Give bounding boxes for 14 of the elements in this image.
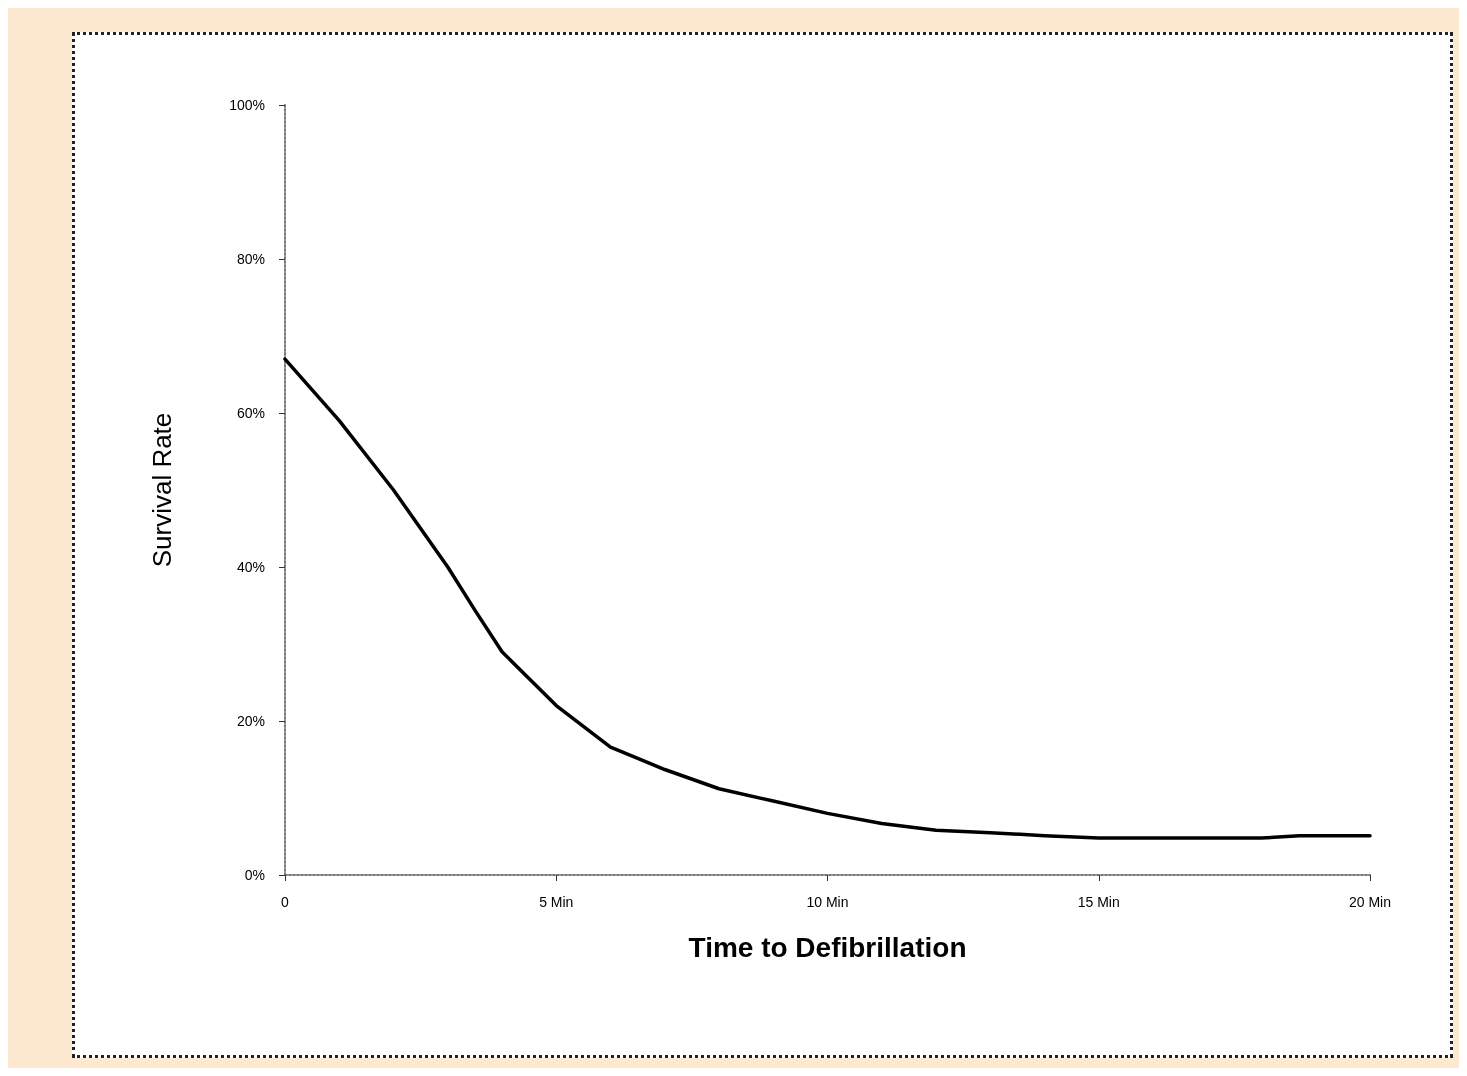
- x-axis-title: Time to Defibrillation: [688, 931, 967, 963]
- y-tick-label: 100%: [229, 97, 265, 113]
- x-tick-label: 20 Min: [1348, 894, 1392, 910]
- y-tick-label: 60%: [236, 405, 265, 421]
- y-tick-label: 80%: [236, 251, 265, 267]
- x-tick-label: 0: [281, 894, 290, 910]
- line-series: [283, 357, 1372, 840]
- y-tick-label: 40%: [236, 559, 265, 575]
- y-tick-label: 0%: [244, 867, 265, 883]
- y-tick-label: 20%: [236, 713, 265, 729]
- x-tick-label: 15 Min: [1077, 894, 1120, 910]
- x-tick-label: 5 Min: [539, 894, 574, 910]
- y-axis-title: Survival Rate: [147, 412, 177, 568]
- x-tick-label: 10 Min: [806, 894, 849, 910]
